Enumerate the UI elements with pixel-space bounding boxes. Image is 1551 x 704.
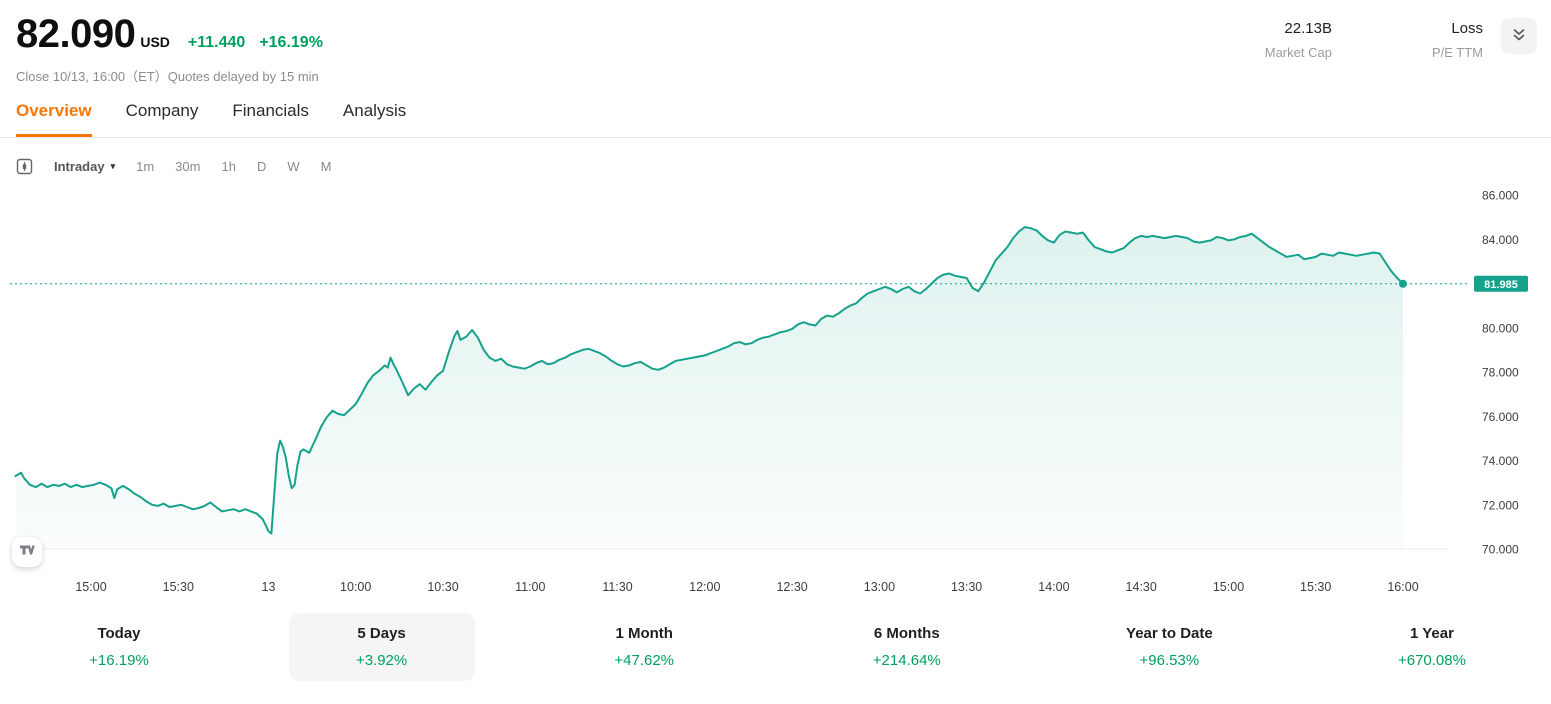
svg-text:13:30: 13:30: [951, 580, 982, 594]
svg-text:70.000: 70.000: [1482, 543, 1519, 557]
tab-analysis[interactable]: Analysis: [342, 101, 407, 120]
pe-ttm-stat: Loss P/E TTM: [1432, 20, 1483, 60]
last-price-badge: 81.985: [1474, 275, 1528, 292]
period-value: +47.62%: [614, 652, 674, 669]
period-label: 1 Month: [615, 625, 673, 642]
svg-text:13:00: 13:00: [864, 580, 895, 594]
tab-company[interactable]: Company: [125, 101, 199, 120]
chart-style-icon[interactable]: [16, 158, 33, 175]
interval-d[interactable]: D: [256, 159, 267, 174]
svg-text:16:00: 16:00: [1387, 580, 1418, 594]
chart-line: [14, 226, 1404, 535]
chart-area: 86.000 84.000 80.000 78.000 76.000 74.000 72.0…: [0, 179, 1551, 599]
market-cap-value: 22.13B: [1284, 20, 1332, 37]
period-value: +670.08%: [1397, 652, 1466, 669]
price-change-percent: +16.19%: [259, 34, 323, 51]
svg-text:72.000: 72.000: [1482, 498, 1519, 512]
svg-text:11:00: 11:00: [515, 580, 545, 594]
period-1-month[interactable]: 1 Month +47.62%: [551, 613, 737, 681]
svg-text:15:00: 15:00: [1213, 580, 1244, 594]
price-chart[interactable]: 86.000 84.000 80.000 78.000 76.000 74.000 72.0…: [0, 179, 1551, 599]
price-change: +11.440: [187, 34, 246, 51]
svg-text:15:00: 15:00: [75, 580, 106, 594]
tradingview-logo-icon: [19, 542, 35, 563]
period-6-months[interactable]: 6 Months +214.64%: [814, 613, 1000, 681]
interval-1h[interactable]: 1h: [221, 159, 236, 174]
price-block: 82.090 USD +11.440 +16.19% Close 10/13, …: [16, 12, 323, 85]
svg-text:12:30: 12:30: [776, 580, 807, 594]
period-today[interactable]: Today +16.19%: [26, 613, 212, 681]
period-5-days[interactable]: 5 Days +3.92%: [288, 613, 475, 681]
expand-stats-button[interactable]: [1501, 18, 1537, 54]
caret-down-icon: ▾: [110, 161, 116, 171]
close-info: Close 10/13, 16:00（ET）Quotes delayed by …: [16, 69, 319, 84]
svg-text:74.000: 74.000: [1482, 454, 1519, 468]
pe-ttm-label: P/E TTM: [1431, 45, 1483, 60]
tab-overview[interactable]: Overview: [16, 101, 92, 137]
period-value: +3.92%: [355, 652, 408, 669]
svg-text:76.000: 76.000: [1482, 410, 1519, 424]
period-label: 6 Months: [873, 625, 940, 642]
period-value: +16.19%: [89, 652, 149, 669]
range-label: Intraday: [54, 159, 105, 174]
tab-bar: Overview Company Financials Analysis: [0, 85, 1551, 138]
svg-text:86.000: 86.000: [1482, 189, 1519, 203]
header-stats: 22.13B Market Cap Loss P/E TTM: [1265, 12, 1537, 60]
svg-text:10:00: 10:00: [340, 580, 371, 594]
header: 82.090 USD +11.440 +16.19% Close 10/13, …: [0, 0, 1551, 85]
period-value: +214.64%: [872, 652, 941, 669]
period-label: 1 Year: [1409, 625, 1454, 642]
interval-1m[interactable]: 1m: [136, 159, 155, 174]
period-value: +96.53%: [1139, 652, 1200, 669]
period-label: Year to Date: [1126, 625, 1213, 642]
svg-text:13: 13: [262, 580, 276, 594]
currency-label: USD: [140, 34, 170, 50]
period-performance-bar: Today +16.19% 5 Days +3.92% 1 Month +47.…: [0, 613, 1551, 681]
tab-financials[interactable]: Financials: [232, 101, 309, 120]
interval-30m[interactable]: 30m: [175, 159, 201, 174]
range-selector[interactable]: Intraday ▾: [54, 159, 115, 174]
svg-text:11:30: 11:30: [602, 580, 632, 594]
period-year-to-date[interactable]: Year to Date +96.53%: [1076, 613, 1262, 681]
svg-text:14:30: 14:30: [1126, 580, 1157, 594]
svg-text:81.985: 81.985: [1484, 279, 1518, 291]
period-label: 5 Days: [357, 625, 406, 642]
interval-w[interactable]: W: [287, 159, 300, 174]
market-cap-label: Market Cap: [1264, 45, 1332, 60]
svg-text:15:30: 15:30: [1300, 580, 1331, 594]
svg-text:12:00: 12:00: [689, 580, 720, 594]
y-axis-labels: 86.000 84.000 80.000 78.000 76.000 74.000 72.0…: [1482, 189, 1519, 557]
last-price: 82.090: [16, 12, 136, 56]
pe-ttm-value: Loss: [1451, 20, 1483, 37]
svg-text:80.000: 80.000: [1482, 321, 1519, 335]
last-point-marker: [1399, 279, 1407, 288]
svg-text:84.000: 84.000: [1482, 233, 1519, 247]
period-label: Today: [97, 625, 141, 642]
svg-text:10:30: 10:30: [427, 580, 458, 594]
chevron-double-down-icon: [1511, 27, 1527, 46]
interval-m[interactable]: M: [320, 159, 332, 174]
chart-toolbar: Intraday ▾ 1m 30m 1h D W M: [0, 138, 1551, 177]
market-cap-stat: 22.13B Market Cap: [1265, 20, 1332, 60]
svg-text:14:00: 14:00: [1038, 580, 1069, 594]
price-row: 82.090 USD +11.440 +16.19%: [16, 12, 323, 57]
x-axis-labels: 15:00 15:30 13 10:00 10:30 11:00 11:30 12:00 12:…: [75, 580, 1418, 594]
svg-text:15:30: 15:30: [163, 580, 194, 594]
tradingview-logo[interactable]: [12, 537, 42, 567]
period-1-year[interactable]: 1 Year +670.08%: [1339, 613, 1525, 681]
svg-text:78.000: 78.000: [1482, 366, 1519, 380]
chart-area-fill: [15, 227, 1403, 549]
